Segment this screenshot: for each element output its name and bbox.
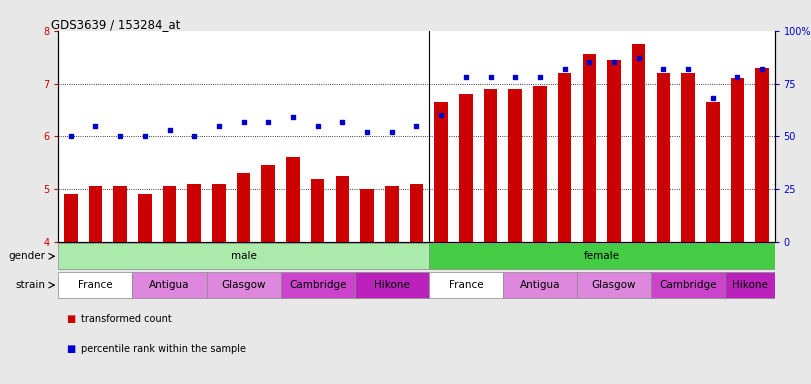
- Bar: [435, 102, 448, 242]
- Bar: [657, 73, 670, 242]
- Bar: [64, 194, 78, 242]
- Text: percentile rank within the sample: percentile rank within the sample: [81, 344, 246, 354]
- Bar: [706, 102, 719, 242]
- Text: Hikone: Hikone: [374, 280, 410, 290]
- Bar: [681, 73, 695, 242]
- Bar: [163, 187, 176, 242]
- Bar: [607, 60, 620, 242]
- Bar: [410, 184, 423, 242]
- Bar: [132, 272, 207, 298]
- Text: GDS3639 / 153284_at: GDS3639 / 153284_at: [51, 18, 181, 31]
- Text: Hikone: Hikone: [732, 280, 768, 290]
- Bar: [281, 272, 354, 298]
- Text: Cambridge: Cambridge: [289, 280, 346, 290]
- Bar: [58, 243, 429, 269]
- Bar: [503, 272, 577, 298]
- Bar: [360, 189, 374, 242]
- Bar: [261, 166, 275, 242]
- Text: ■: ■: [67, 344, 75, 354]
- Bar: [207, 272, 281, 298]
- Bar: [354, 272, 429, 298]
- Bar: [114, 187, 127, 242]
- Bar: [429, 243, 775, 269]
- Text: male: male: [230, 251, 256, 262]
- Text: France: France: [78, 280, 113, 290]
- Text: Glasgow: Glasgow: [592, 280, 637, 290]
- Bar: [508, 89, 522, 242]
- Bar: [483, 89, 497, 242]
- Bar: [237, 173, 251, 242]
- Text: transformed count: transformed count: [81, 314, 172, 324]
- Bar: [385, 187, 398, 242]
- Bar: [577, 272, 651, 298]
- Bar: [311, 179, 324, 242]
- Text: Antigua: Antigua: [149, 280, 190, 290]
- Bar: [212, 184, 225, 242]
- Bar: [429, 272, 503, 298]
- Bar: [632, 44, 646, 242]
- Bar: [459, 94, 473, 242]
- Text: ■: ■: [67, 314, 75, 324]
- Text: Antigua: Antigua: [520, 280, 560, 290]
- Text: female: female: [584, 251, 620, 262]
- Bar: [187, 184, 201, 242]
- Text: gender: gender: [8, 251, 45, 262]
- Bar: [58, 272, 132, 298]
- Text: Glasgow: Glasgow: [221, 280, 266, 290]
- Text: Cambridge: Cambridge: [659, 280, 717, 290]
- Bar: [731, 78, 744, 242]
- Bar: [558, 73, 572, 242]
- Text: strain: strain: [15, 280, 45, 290]
- Bar: [138, 194, 152, 242]
- Bar: [582, 55, 596, 242]
- Bar: [725, 272, 775, 298]
- Bar: [88, 187, 102, 242]
- Bar: [651, 272, 725, 298]
- Text: France: France: [448, 280, 483, 290]
- Bar: [336, 176, 350, 242]
- Bar: [755, 68, 769, 242]
- Bar: [286, 157, 300, 242]
- Bar: [533, 86, 547, 242]
